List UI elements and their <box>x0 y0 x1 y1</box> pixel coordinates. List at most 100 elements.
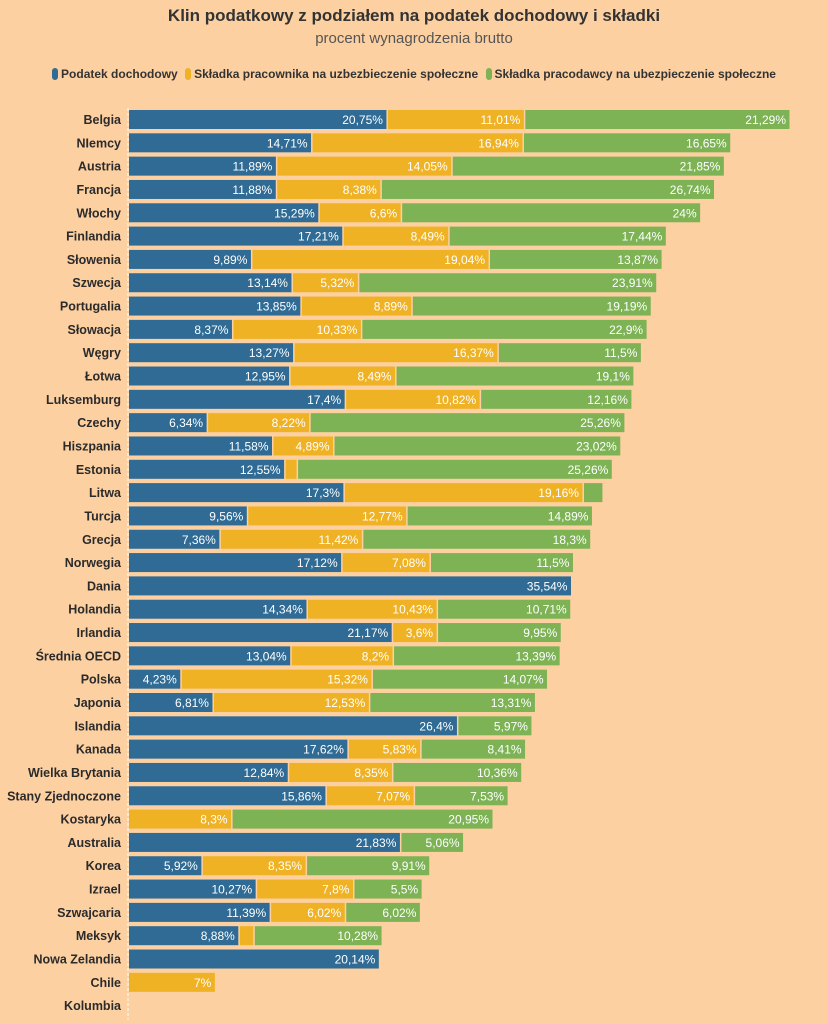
bar-segment-employee-contribution <box>294 343 498 363</box>
data-label: 21,17% <box>347 626 388 640</box>
data-label: 11,5% <box>536 556 569 570</box>
data-label: 11,5% <box>604 346 637 360</box>
data-label: 11,01% <box>481 113 521 127</box>
bar-segment-employee-contribution <box>326 786 414 806</box>
bar-segment-income-tax <box>129 693 213 712</box>
bar-segment-income-tax <box>129 786 326 806</box>
bar-segment-income-tax <box>129 856 202 876</box>
data-label: 7,36% <box>182 533 216 547</box>
category-label: Szwajcaria <box>57 906 122 920</box>
bar-segment-employer-contribution <box>458 716 532 736</box>
bar-segment-employee-contribution <box>285 459 297 479</box>
data-label: 13,85% <box>256 300 297 314</box>
bar-segment-employee-contribution <box>277 156 452 176</box>
bar-segment-income-tax <box>129 156 276 176</box>
data-label: 13,31% <box>491 696 532 710</box>
category-label: Estonia <box>76 463 122 477</box>
bar-segment-income-tax <box>129 506 247 526</box>
bar-segment-employee-contribution <box>239 926 254 946</box>
bar-segment-income-tax <box>129 623 392 643</box>
bar-segment-employee-contribution <box>129 809 232 829</box>
data-label: 4,89% <box>295 439 329 453</box>
category-label: Szwecja <box>72 276 122 290</box>
bar-segment-employee-contribution <box>292 273 358 293</box>
data-label: 13,27% <box>249 346 290 360</box>
data-label: 8,49% <box>411 230 445 244</box>
category-label: Polska <box>81 673 122 687</box>
data-label: 12,16% <box>587 393 628 407</box>
bar-segment-employee-contribution <box>319 203 401 223</box>
data-label: 7,8% <box>322 883 350 897</box>
category-label: Turcja <box>84 509 122 523</box>
data-label: 14,71% <box>267 136 308 150</box>
data-label: 11,89% <box>233 160 273 174</box>
bar-segment-employee-contribution <box>348 739 421 759</box>
bar-segment-income-tax <box>129 389 345 409</box>
bar-segment-employer-contribution <box>402 203 701 223</box>
data-label: 7% <box>194 976 212 990</box>
bar-segment-employee-contribution <box>289 762 392 782</box>
category-label: Litwa <box>89 486 122 500</box>
bar-segment-employer-contribution <box>583 483 603 503</box>
data-label: 12,53% <box>325 696 366 710</box>
bar-segment-employer-contribution <box>334 436 621 456</box>
data-label: 5,97% <box>494 719 528 733</box>
bar-segment-employer-contribution <box>430 553 573 573</box>
bar-segment-income-tax <box>129 599 307 619</box>
data-label: 12,84% <box>244 766 285 780</box>
data-label: 20,75% <box>342 113 383 127</box>
bar-segment-income-tax <box>129 716 457 736</box>
bar-segment-employer-contribution <box>370 693 535 712</box>
data-label: 9,89% <box>213 253 247 267</box>
data-label: 8,49% <box>358 370 392 384</box>
data-label: 13,87% <box>617 253 658 267</box>
data-label: 14,05% <box>407 160 448 174</box>
bar-segment-employer-contribution <box>346 902 420 922</box>
data-label: 35,54% <box>527 579 568 593</box>
legend-label: Podatek dochodowy <box>61 67 178 81</box>
category-label: Grecja <box>82 533 122 547</box>
data-label: 20,95% <box>448 813 489 827</box>
bar-segment-employer-contribution <box>415 786 508 806</box>
category-label: Słowenia <box>67 253 122 267</box>
bar-segment-income-tax <box>129 296 301 316</box>
data-label: 15,32% <box>327 673 368 687</box>
category-label: Francja <box>77 183 123 197</box>
data-label: 11,39% <box>226 906 266 920</box>
category-label: Węgry <box>83 346 121 360</box>
legend-item-employer-contribution: Składka pracodawcy na ubezpieczenie społ… <box>485 67 776 81</box>
bar-segment-employer-contribution <box>393 762 522 782</box>
data-label: 10,36% <box>477 766 518 780</box>
bar-segment-income-tax <box>129 669 181 689</box>
data-label: 11,88% <box>232 183 272 197</box>
legend-swatch <box>485 68 492 80</box>
legend-label: Składka pracownika na uzbezbieczenie spo… <box>194 67 479 81</box>
data-label: 6,34% <box>169 416 203 430</box>
data-label: 25,26% <box>568 463 609 477</box>
legend-item-employee-contribution: Składka pracownika na uzbezbieczenie spo… <box>185 67 478 81</box>
category-label: Australia <box>68 836 123 850</box>
bar-segment-employee-contribution <box>233 319 361 339</box>
category-label: Kolumbia <box>64 999 122 1013</box>
data-label: 14,07% <box>503 673 544 687</box>
bar-segment-employee-contribution <box>129 972 215 992</box>
data-label: 17,21% <box>298 230 339 244</box>
category-label: Łotwa <box>85 370 122 384</box>
legend-item-income-tax: Podatek dochodowy <box>52 67 178 81</box>
legend-swatch <box>52 68 59 80</box>
bar-segment-income-tax <box>129 226 343 246</box>
bar-segment-employer-contribution <box>412 296 651 316</box>
category-label: Włochy <box>77 206 121 220</box>
category-label: Islandia <box>74 719 122 733</box>
bar-segment-employer-contribution <box>525 110 790 129</box>
bar-segment-employer-contribution <box>481 389 632 409</box>
data-label: 8,2% <box>362 649 390 663</box>
bar-segment-employee-contribution <box>393 623 437 643</box>
data-label: 20,14% <box>335 953 376 967</box>
bar-segment-employer-contribution <box>394 646 560 666</box>
data-label: 13,39% <box>515 649 556 663</box>
data-label: 21,85% <box>680 160 721 174</box>
data-label: 10,71% <box>526 603 567 617</box>
bar-segment-income-tax <box>129 110 387 129</box>
bar-segment-income-tax <box>129 273 292 293</box>
